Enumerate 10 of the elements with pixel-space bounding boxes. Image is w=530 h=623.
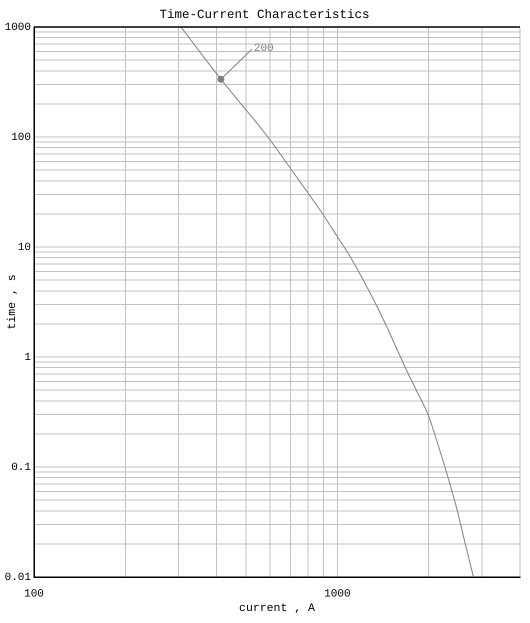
y-axis-title: time , s (6, 274, 19, 330)
chart-title: Time-Current Characteristics (159, 8, 370, 22)
y-tick-label: 1 (24, 352, 32, 364)
y-tick-label: 1000 (4, 22, 31, 34)
x-axis-title: current , A (239, 602, 316, 616)
y-tick-label: 0.1 (11, 462, 32, 474)
y-tick-label: 10 (18, 242, 31, 254)
annotation: 200 (254, 43, 274, 56)
y-tick-label: 0.01 (4, 572, 32, 584)
y-tick-label: 100 (11, 132, 31, 144)
